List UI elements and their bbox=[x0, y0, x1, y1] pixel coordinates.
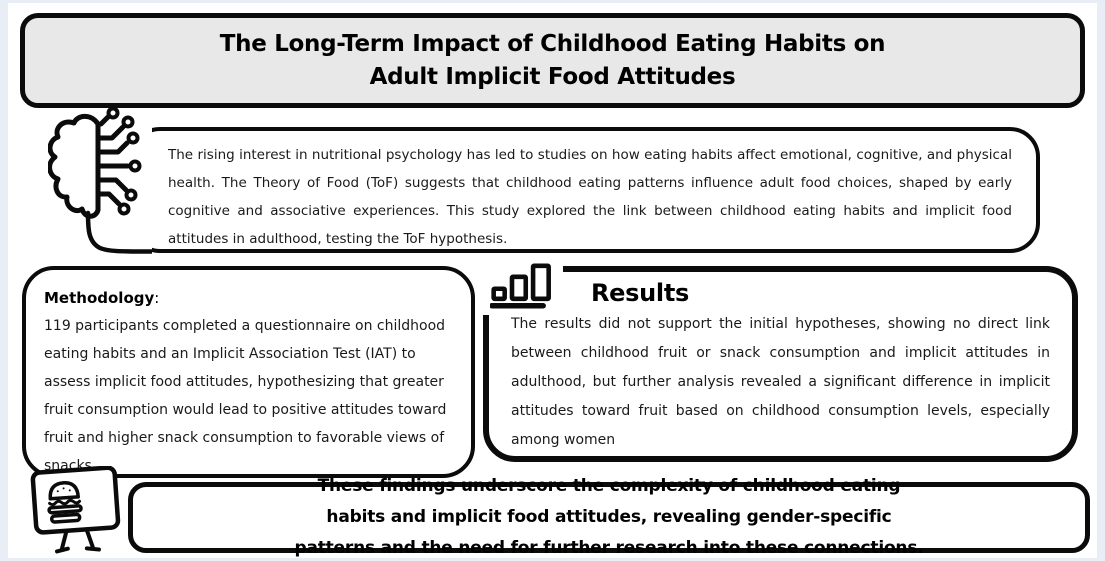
results-text: The results did not support the initial … bbox=[511, 316, 1050, 448]
methodology-text: 119 participants completed a questionnai… bbox=[44, 318, 447, 474]
intro-box: The rising interest in nutritional psych… bbox=[130, 127, 1040, 253]
title-box: The Long-Term Impact of Childhood Eating… bbox=[20, 13, 1085, 108]
bar-chart-icon bbox=[483, 257, 563, 315]
results-header: Results bbox=[591, 279, 1072, 307]
conclusion-box: These findings underscore the complexity… bbox=[128, 476, 1090, 558]
page-title-line-1: The Long-Term Impact of Childhood Eating… bbox=[219, 30, 886, 57]
conclusion-text: These findings underscore the complexity… bbox=[294, 476, 924, 558]
results-heading: Results bbox=[591, 279, 690, 307]
brain-circuit-icon bbox=[48, 108, 152, 254]
page-title-line-2: Adult Implicit Food Attitudes bbox=[369, 63, 736, 90]
methodology-heading-colon: : bbox=[154, 289, 160, 307]
intro-text: The rising interest in nutritional psych… bbox=[168, 147, 1012, 247]
results-box: Results The results did not support the … bbox=[483, 266, 1078, 462]
methodology-box: Methodology: 119 participants completed … bbox=[22, 266, 475, 478]
methodology-heading: Methodology: bbox=[44, 284, 457, 312]
food-monitor-icon bbox=[24, 466, 128, 558]
methodology-heading-label: Methodology bbox=[44, 289, 155, 307]
